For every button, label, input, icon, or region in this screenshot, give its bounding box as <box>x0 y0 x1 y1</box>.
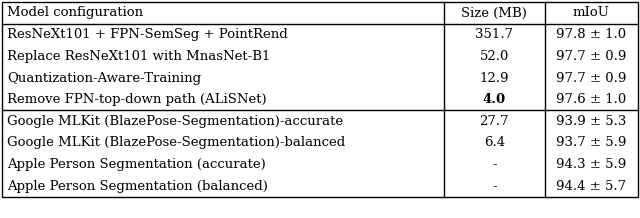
Text: 351.7: 351.7 <box>476 28 513 41</box>
Text: 93.9 ± 5.3: 93.9 ± 5.3 <box>556 115 627 128</box>
Text: Google MLKit (BlazePose-Segmentation)-balanced: Google MLKit (BlazePose-Segmentation)-ba… <box>7 136 345 149</box>
Text: 93.7 ± 5.9: 93.7 ± 5.9 <box>556 136 627 149</box>
Text: Apple Person Segmentation (accurate): Apple Person Segmentation (accurate) <box>7 158 266 171</box>
Text: 12.9: 12.9 <box>479 72 509 85</box>
Bar <box>2 2 638 197</box>
Text: -: - <box>492 158 497 171</box>
Text: 4.0: 4.0 <box>483 93 506 106</box>
Text: 27.7: 27.7 <box>479 115 509 128</box>
Text: 97.7 ± 0.9: 97.7 ± 0.9 <box>556 50 627 63</box>
Text: mIoU: mIoU <box>573 7 610 19</box>
Text: 94.3 ± 5.9: 94.3 ± 5.9 <box>556 158 627 171</box>
Text: 97.6 ± 1.0: 97.6 ± 1.0 <box>556 93 627 106</box>
Text: Quantization-Aware-Training: Quantization-Aware-Training <box>7 72 201 85</box>
Text: 6.4: 6.4 <box>484 136 505 149</box>
Text: 52.0: 52.0 <box>479 50 509 63</box>
Text: Size (MB): Size (MB) <box>461 7 527 19</box>
Text: Google MLKit (BlazePose-Segmentation)-accurate: Google MLKit (BlazePose-Segmentation)-ac… <box>7 115 343 128</box>
Text: ResNeXt101 + FPN-SemSeg + PointRend: ResNeXt101 + FPN-SemSeg + PointRend <box>7 28 288 41</box>
Text: -: - <box>492 180 497 193</box>
Text: Replace ResNeXt101 with MnasNet-B1: Replace ResNeXt101 with MnasNet-B1 <box>7 50 270 63</box>
Text: Model configuration: Model configuration <box>7 7 143 19</box>
Text: 97.7 ± 0.9: 97.7 ± 0.9 <box>556 72 627 85</box>
Text: Apple Person Segmentation (balanced): Apple Person Segmentation (balanced) <box>7 180 268 193</box>
Text: Remove FPN-top-down path (ALiSNet): Remove FPN-top-down path (ALiSNet) <box>7 93 267 106</box>
Text: 97.8 ± 1.0: 97.8 ± 1.0 <box>556 28 627 41</box>
Text: 94.4 ± 5.7: 94.4 ± 5.7 <box>556 180 627 193</box>
